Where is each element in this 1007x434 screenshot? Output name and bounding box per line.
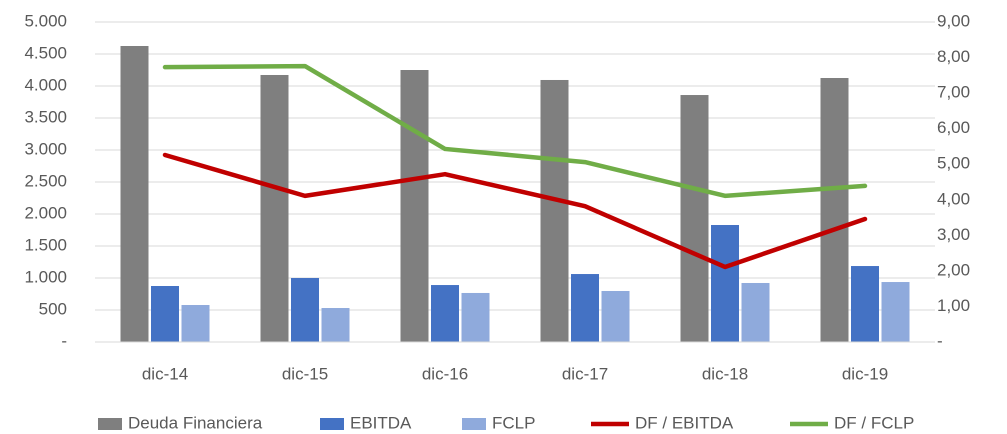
legend-label: Deuda Financiera [128, 413, 263, 432]
bar [851, 266, 879, 342]
y-tick-label: - [61, 331, 67, 350]
y-tick-label: 4.500 [24, 43, 67, 62]
y2-tick-label: 4,00 [937, 189, 970, 208]
bar [321, 308, 350, 342]
x-tick-label: dic-19 [842, 364, 888, 383]
y2-tick-label: 6,00 [937, 118, 970, 137]
y-tick-label: 3.500 [24, 107, 67, 126]
bar [291, 278, 319, 342]
x-tick-label: dic-16 [422, 364, 468, 383]
y2-tick-label: 2,00 [937, 260, 970, 279]
y-tick-label: 4.000 [24, 75, 67, 94]
y2-tick-label: 5,00 [937, 154, 970, 173]
bar [540, 79, 569, 342]
bar [571, 274, 599, 342]
y-tick-label: 1.000 [24, 267, 67, 286]
legend-swatch [98, 418, 122, 430]
x-tick-label: dic-18 [702, 364, 748, 383]
bar [601, 290, 630, 342]
y2-tick-label: 1,00 [937, 296, 970, 315]
y2-tick-label: 3,00 [937, 225, 970, 244]
y-tick-label: 500 [39, 299, 67, 318]
x-tick-label: dic-14 [142, 364, 188, 383]
y-tick-label: 2.000 [24, 203, 67, 222]
bar [881, 282, 910, 342]
bar [820, 78, 849, 342]
bar [461, 292, 490, 342]
y2-tick-label: 8,00 [937, 47, 970, 66]
line [162, 152, 868, 270]
y2-tick-label: 7,00 [937, 83, 970, 102]
bar [151, 286, 179, 342]
legend-swatch [462, 418, 486, 430]
bar [711, 225, 739, 342]
y-tick-label: 2.500 [24, 171, 67, 190]
y-tick-label: 1.500 [24, 235, 67, 254]
legend-label: FCLP [492, 413, 535, 432]
bar [400, 70, 429, 342]
x-tick-label: dic-17 [562, 364, 608, 383]
bar [741, 282, 770, 342]
legend-label: DF / EBITDA [635, 413, 734, 432]
legend-label: EBITDA [350, 413, 412, 432]
legend-swatch [320, 418, 344, 430]
x-tick-label: dic-15 [282, 364, 328, 383]
bar [431, 285, 459, 342]
bar [680, 95, 709, 342]
bar [181, 305, 210, 342]
y2-tick-label: - [937, 331, 943, 350]
y2-tick-label: 9,00 [937, 11, 970, 30]
line [162, 63, 868, 199]
bar [120, 46, 149, 342]
y-tick-label: 3.000 [24, 139, 67, 158]
legend-label: DF / FCLP [834, 413, 914, 432]
bar [260, 74, 289, 342]
y-tick-label: 5.000 [24, 11, 67, 30]
